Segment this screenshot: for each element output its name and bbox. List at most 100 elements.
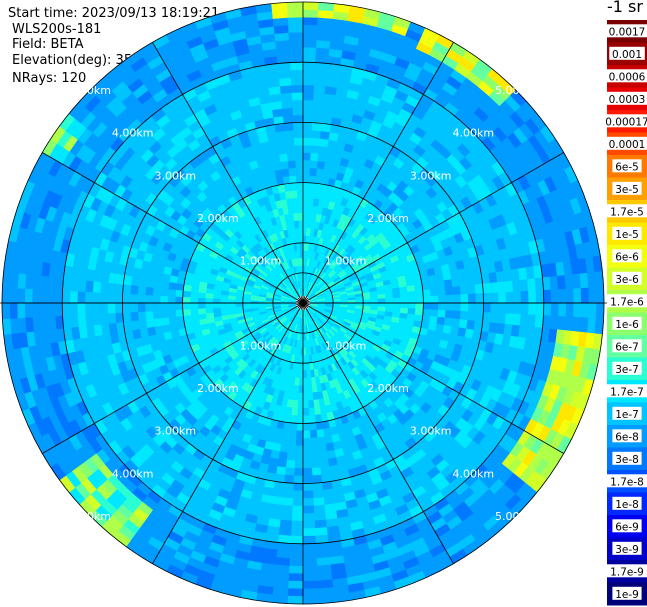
range-gate-cell — [302, 61, 316, 71]
range-gate-cell — [305, 362, 311, 371]
range-gate-cell — [302, 460, 313, 469]
range-gate-cell — [114, 292, 123, 304]
range-gate-cell — [182, 290, 192, 298]
range-gate-cell — [61, 302, 71, 316]
range-gate-cell — [293, 475, 304, 484]
range-gate-cell — [302, 513, 315, 522]
range-ring-label: 5.00km — [69, 84, 111, 97]
colorbar-swatch — [607, 335, 647, 358]
range-gate-cell — [92, 280, 102, 293]
range-gate-cell — [292, 106, 304, 116]
range-gate-cell — [308, 174, 317, 184]
range-gate-cell — [595, 286, 605, 304]
range-gate-cell — [292, 204, 299, 214]
range-gate-cell — [144, 302, 154, 312]
colorbar-swatch — [607, 312, 647, 336]
range-gate-cell — [542, 315, 552, 330]
range-gate-cell — [572, 273, 582, 290]
range-gate-cell — [302, 520, 316, 530]
range-gate-cell — [114, 282, 124, 294]
range-gate-cell — [302, 137, 313, 146]
range-gate-cell — [313, 406, 322, 416]
range-gate-cell — [311, 129, 322, 139]
colorbar-swatch — [607, 177, 647, 201]
range-gate-cell — [370, 298, 379, 304]
range-gate-cell — [467, 284, 477, 295]
instrument-label: WLS200s-181 — [12, 22, 102, 37]
range-gate-cell — [297, 385, 304, 394]
range-gate-cell — [296, 415, 304, 424]
range-gate-cell — [235, 305, 244, 311]
colorbar-label-bg — [612, 361, 642, 375]
range-gate-cell — [99, 302, 108, 314]
range-gate-cell — [490, 302, 499, 314]
range-gate-cell — [459, 310, 469, 321]
range-gate-cell — [314, 534, 329, 544]
range-gate-cell — [282, 175, 291, 185]
colorbar-label-bg — [612, 586, 642, 600]
range-gate-cell — [392, 292, 402, 299]
range-gate-cell — [287, 580, 304, 590]
range-gate-cell — [277, 145, 288, 155]
range-gate-cell — [505, 302, 515, 315]
colorbar-swatch — [607, 110, 647, 133]
range-gate-cell — [316, 39, 331, 49]
range-gate-cell — [279, 519, 292, 529]
range-gate-cell — [534, 314, 544, 329]
range-gate-cell — [106, 302, 116, 314]
range-gate-cell — [293, 467, 304, 477]
range-ring-label: 1.00km — [325, 254, 367, 267]
colorbar-label-bg — [607, 294, 647, 308]
colorbar-label-bg — [607, 474, 647, 488]
range-gate-cell — [504, 280, 514, 293]
range-gate-cell — [557, 316, 567, 331]
range-gate-cell — [460, 302, 469, 313]
range-gate-cell — [302, 129, 313, 139]
range-gate-cell — [302, 490, 314, 499]
colorbar-tick-label: 1.7e-5 — [610, 206, 644, 218]
range-gate-cell — [279, 77, 292, 87]
range-gate-cell — [550, 289, 560, 304]
range-gate-cell — [302, 122, 313, 131]
range-gate-cell — [273, 572, 290, 582]
range-gate-cell — [314, 77, 327, 87]
range-gate-cell — [306, 384, 313, 394]
range-gate-cell — [302, 483, 314, 492]
colorbar-swatch — [607, 357, 647, 381]
field-label: Field: BETA — [12, 37, 84, 52]
range-gate-cell — [415, 296, 424, 304]
range-gate-cell — [278, 527, 292, 537]
range-gate-cell — [189, 302, 199, 310]
range-gate-cell — [392, 297, 402, 304]
range-gate-cell — [31, 288, 41, 304]
colorbar-swatch — [607, 290, 647, 313]
range-gate-cell — [302, 355, 307, 364]
range-gate-cell — [482, 312, 492, 324]
range-gate-cell — [558, 302, 567, 318]
range-gate-cell — [297, 392, 304, 402]
range-gate-cell — [182, 302, 191, 310]
range-ring-label: 2.00km — [197, 382, 239, 395]
range-gate-cell — [520, 302, 530, 316]
range-gate-cell — [437, 287, 447, 297]
range-gate-cell — [174, 295, 184, 304]
colorbar-swatch — [607, 380, 647, 403]
colorbar-swatch — [607, 447, 647, 471]
range-gate-cell — [302, 9, 319, 18]
range-gate-cell — [114, 312, 124, 324]
range-gate-cell — [137, 302, 146, 313]
range-gate-cell — [302, 144, 312, 154]
colorbar-tick-label: 0.0017 — [609, 26, 646, 38]
range-gate-cell — [294, 445, 304, 454]
range-gate-cell — [572, 316, 582, 333]
range-gate-cell — [302, 362, 307, 372]
range-gate-cell — [99, 281, 109, 294]
range-gate-cell — [497, 281, 507, 294]
range-gate-cell — [307, 399, 315, 409]
colorbar-tick-label: 0.0001 — [609, 139, 646, 151]
colorbar-swatch — [607, 492, 647, 516]
range-gate-cell — [279, 84, 293, 94]
colorbar-label-bg — [609, 46, 645, 60]
range-gate-cell — [302, 159, 311, 169]
